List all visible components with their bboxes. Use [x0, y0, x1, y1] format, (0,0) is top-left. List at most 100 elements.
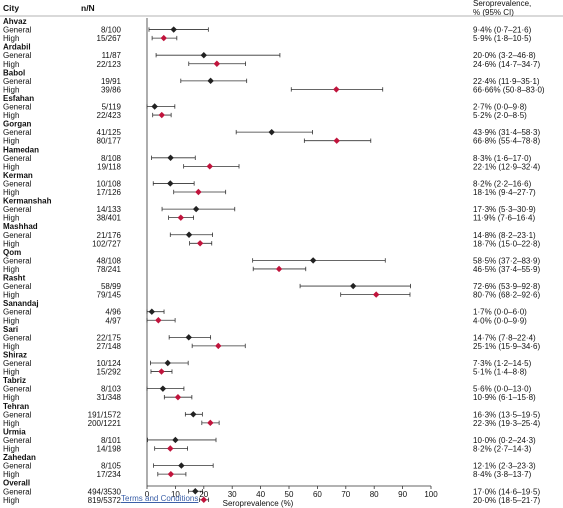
row-ci-text: 17·3% (5·3–30·9) [473, 205, 536, 214]
city-label: Sari [3, 325, 18, 334]
row-group-label: General [3, 308, 32, 317]
city-label: Tabriz [3, 376, 26, 385]
estimate-marker [155, 317, 162, 324]
estimate-marker [349, 282, 357, 290]
x-tick-label: 70 [341, 490, 350, 499]
row-n-value: 14/198 [97, 445, 122, 454]
x-tick-label: 20 [199, 490, 208, 499]
row-group-label: High [3, 111, 19, 120]
estimate-marker [200, 496, 207, 503]
row-n-value: 11/87 [102, 51, 122, 60]
estimate-marker [170, 26, 177, 33]
row-ci-text: 1·7% (0·0–6·0) [473, 308, 527, 317]
city-label: Ardabil [3, 43, 31, 52]
row-group-label: General [3, 410, 32, 419]
row-ci-text: 8·3% (1·6–17·0) [473, 154, 532, 163]
row-ci-text: 10·9% (6·1–15·8) [473, 393, 536, 402]
estimate-marker [174, 394, 182, 401]
city-label: Kermanshah [3, 197, 52, 206]
row-n-value: 8/100 [101, 26, 122, 35]
row-ci-text: 58·5% (37·2–83·9) [473, 256, 540, 265]
row-ci-text: 22·4% (11·9–35·1) [473, 77, 540, 86]
row-n-value: 8/103 [101, 385, 122, 394]
estimate-marker [268, 128, 275, 136]
row-n-value: 4/97 [105, 316, 121, 325]
terms-and-conditions-link[interactable]: Terms and Conditions [121, 494, 199, 503]
row-n-value: 17/234 [97, 470, 122, 479]
row-ci-text: 17·0% (14·6–19·5) [473, 487, 540, 496]
row-n-value: 200/1221 [88, 419, 122, 428]
row-group-label: High [3, 393, 19, 402]
row-group-label: High [3, 188, 19, 197]
city-label: Hamedan [3, 145, 39, 154]
row-group-label: High [3, 316, 19, 325]
row-n-value: 10/124 [97, 359, 122, 368]
row-group-label: General [3, 103, 32, 112]
row-group-label: High [3, 368, 19, 377]
row-ci-text: 43·9% (31·4–58·3) [473, 128, 540, 137]
city-label: Kerman [3, 171, 33, 180]
row-ci-text: 10·0% (0·2–24·3) [473, 436, 536, 445]
x-tick-label: 80 [370, 490, 379, 499]
row-ci-text: 18·1% (9·4–27·7) [473, 188, 536, 197]
row-n-value: 8/108 [101, 154, 122, 163]
row-ci-text: 46·5% (37·4–55·9) [473, 265, 540, 274]
estimate-marker [309, 257, 317, 264]
estimate-marker [192, 205, 200, 213]
estimate-marker [206, 163, 213, 170]
estimate-marker [164, 359, 171, 367]
city-label: Urmia [3, 427, 26, 436]
column-header-n: n/N [81, 3, 95, 13]
row-group-label: High [3, 162, 19, 171]
estimate-marker [372, 291, 380, 298]
row-group-label: General [3, 282, 32, 291]
city-label: Qom [3, 248, 21, 257]
row-group-label: High [3, 239, 19, 248]
row-n-value: 191/1572 [88, 410, 122, 419]
row-ci-text: 5·2% (2·0–8·5) [473, 111, 527, 120]
row-ci-text: 66·66% (50·8–83·0) [473, 85, 545, 94]
estimate-marker [192, 488, 199, 495]
row-n-value: 5/119 [102, 103, 122, 112]
estimate-marker [148, 308, 156, 315]
estimate-marker [190, 411, 197, 418]
x-axis: 0 10 20 30 40 50 60 70 80 90 100 [145, 18, 438, 499]
row-n-value: 15/267 [97, 34, 122, 43]
row-ci-text: 20·0% (18·5–21·7) [473, 496, 540, 505]
column-header-estimate-line1: Seroprevalence, [473, 0, 531, 8]
estimate-marker [177, 214, 184, 221]
row-ci-text: 5·6% (0·0–13·0) [473, 385, 532, 394]
estimate-marker [160, 34, 167, 42]
city-label: Mashhad [3, 222, 38, 231]
row-n-value: 38/401 [97, 214, 122, 223]
row-group-label: General [3, 128, 32, 137]
row-group-label: High [3, 34, 19, 43]
row-ci-text: 16·3% (13·5–19·5) [473, 410, 540, 419]
row-ci-text: 25·1% (15·9–34·6) [473, 342, 540, 351]
row-ci-text: 8·2% (2·2–16·6) [473, 179, 532, 188]
row-group-label: High [3, 291, 19, 300]
estimate-marker [172, 436, 179, 444]
row-ci-text: 8·2% (2·7–14·3) [473, 445, 532, 454]
row-ci-text: 5·9% (1·8–10·5) [473, 34, 532, 43]
row-n-value: 39/86 [101, 85, 122, 94]
city-label: Shiraz [3, 350, 27, 359]
estimate-marker [158, 111, 165, 119]
row-n-value: 19/91 [101, 77, 122, 86]
row-group-label: General [3, 205, 32, 214]
estimate-marker [207, 419, 214, 427]
estimate-marker [200, 52, 207, 59]
row-ci-text: 2·7% (0·0–9·8) [473, 103, 527, 112]
row-n-value: 4/96 [105, 308, 121, 317]
estimate-marker [151, 103, 158, 110]
estimate-marker [178, 462, 185, 469]
estimate-marker [167, 180, 174, 187]
row-ci-text: 18·7% (15·0–22·8) [473, 239, 540, 248]
row-n-value: 21/176 [97, 231, 122, 240]
estimate-marker [213, 60, 221, 67]
row-n-value: 58/99 [101, 282, 122, 291]
row-ci-text: 22·3% (19·3–25·4) [473, 419, 540, 428]
